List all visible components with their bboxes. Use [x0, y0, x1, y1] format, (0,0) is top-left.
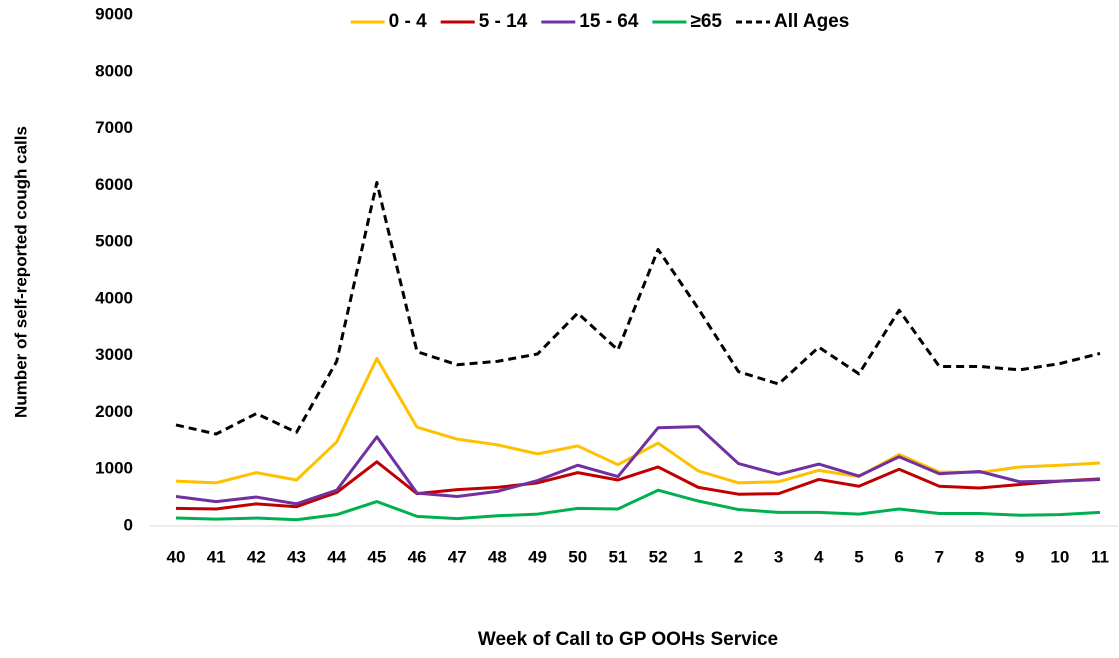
series-line [175, 180, 1101, 436]
series-line [175, 357, 1101, 485]
y-tick-label: 5000 [95, 232, 133, 251]
x-tick-label: 51 [608, 547, 627, 566]
y-tick-label: 3000 [95, 345, 133, 364]
y-tick-label: 9000 [95, 4, 133, 23]
x-tick-label: 11 [1091, 547, 1109, 566]
x-tick-label: 7 [935, 547, 944, 566]
x-tick-label: 47 [448, 547, 467, 566]
x-tick-label: 9 [1015, 547, 1024, 566]
x-tick-label: 3 [774, 547, 783, 566]
x-tick-label: 44 [327, 547, 346, 566]
y-tick-label: 7000 [95, 118, 133, 137]
x-tick-label: 42 [247, 547, 266, 566]
series-line [175, 460, 1101, 511]
x-tick-label: 10 [1050, 547, 1069, 566]
x-tick-label: 43 [287, 547, 306, 566]
x-tick-label: 4 [814, 547, 824, 566]
x-tick-label: 50 [568, 547, 587, 566]
x-tick-label: 52 [649, 547, 668, 566]
x-tick-label: 1 [694, 547, 703, 566]
x-tick-label: 48 [488, 547, 507, 566]
y-tick-label: 8000 [95, 61, 133, 80]
y-axis-label: Number of self-reported cough calls [11, 126, 30, 418]
legend-label: 0 - 4 [389, 11, 427, 32]
x-tick-label: 45 [367, 547, 386, 566]
x-tick-label: 8 [975, 547, 984, 566]
x-tick-label: 2 [734, 547, 743, 566]
x-tick-label: 40 [167, 547, 186, 566]
legend-label: All Ages [774, 11, 849, 32]
x-tick-label: 46 [408, 547, 427, 566]
series-line [175, 425, 1101, 506]
y-tick-label: 1000 [95, 459, 133, 478]
legend-label: ≥65 [690, 11, 722, 32]
x-tick-label: 5 [854, 547, 863, 566]
y-tick-label: 2000 [95, 402, 133, 421]
x-tick-label: 6 [894, 547, 903, 566]
legend-label: 15 - 64 [579, 11, 639, 32]
y-tick-label: 6000 [95, 175, 133, 194]
y-tick-label: 0 [124, 515, 133, 534]
x-tick-label: 49 [528, 547, 547, 566]
legend-label: 5 - 14 [479, 11, 528, 32]
x-axis-label: Week of Call to GP OOHs Service [478, 629, 778, 650]
series-line [175, 488, 1101, 522]
x-tick-label: 41 [207, 547, 226, 566]
y-tick-label: 4000 [95, 288, 133, 307]
